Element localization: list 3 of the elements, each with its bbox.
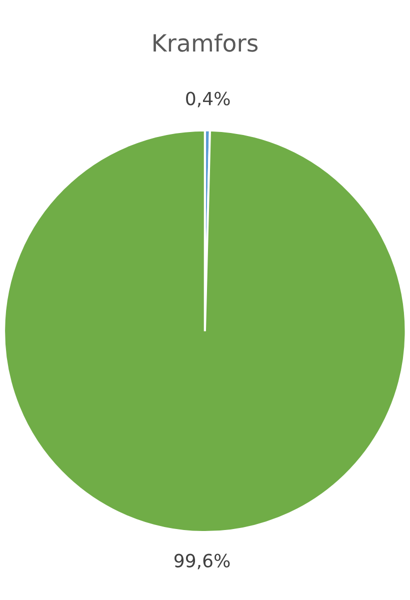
chart-title: Kramfors [154,34,258,52]
data-label: 0,4% [186,92,230,108]
data-label: 99,6% [174,554,230,570]
